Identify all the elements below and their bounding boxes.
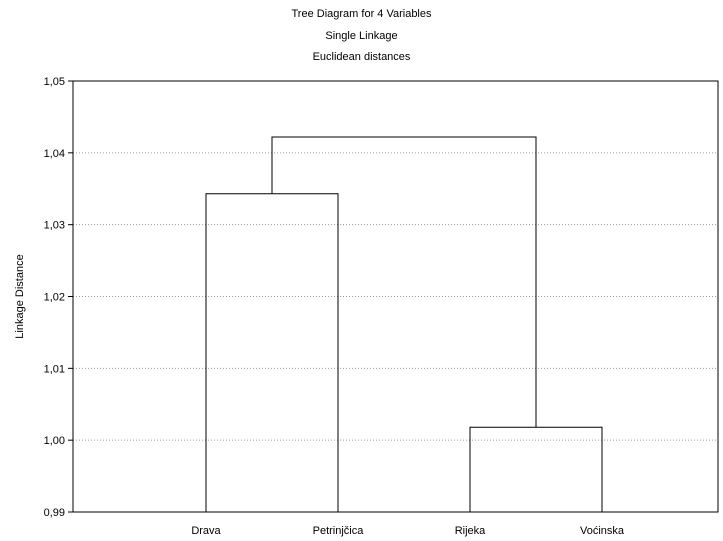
leaf-label: Drava: [191, 525, 221, 537]
y-tick-label: 0,99: [44, 507, 65, 519]
y-tick-label: 1,03: [44, 220, 65, 232]
dendrogram-links: [205, 136, 603, 512]
y-tick-label: 1,02: [44, 292, 65, 304]
y-axis-ticks: 0,99 1,00 1,01 1,02 1,03 1,04 1,05: [44, 76, 73, 519]
merge-link: [205, 193, 339, 512]
leaf-label: Petrinjčica: [313, 525, 365, 537]
chart-subtitle-distance: Euclidean distances: [312, 51, 411, 63]
merge-link: [271, 136, 537, 428]
grid-lines: [73, 152, 718, 441]
x-axis-leaf-labels: Drava Petrinjčica Rijeka Voćinska: [191, 525, 625, 537]
leaf-label: Voćinska: [580, 525, 625, 537]
merge-link: [469, 426, 603, 512]
y-tick-label: 1,05: [44, 76, 65, 88]
y-tick-label: 1,00: [44, 435, 65, 447]
chart-subtitle-linkage: Single Linkage: [325, 30, 398, 42]
y-tick-label: 1,01: [44, 363, 65, 375]
chart-title: Tree Diagram for 4 Variables: [291, 8, 432, 20]
y-tick-label: 1,04: [44, 148, 65, 160]
leaf-label: Rijeka: [455, 525, 486, 537]
y-axis-label: Linkage Distance: [14, 254, 26, 338]
